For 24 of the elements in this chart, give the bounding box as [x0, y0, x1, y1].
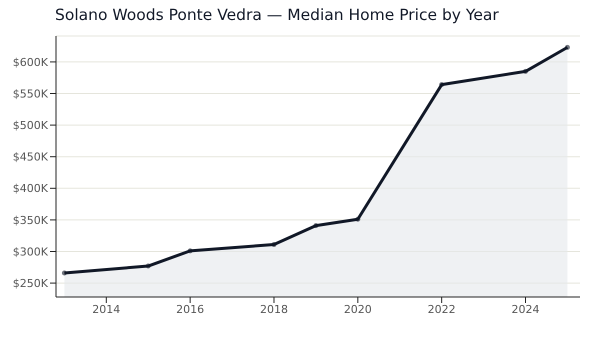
x-tick-label: 2014	[92, 302, 120, 316]
y-tick-label: $550K	[12, 87, 49, 100]
point	[564, 44, 570, 50]
y-tick-label: $450K	[12, 150, 49, 164]
point	[188, 248, 193, 254]
x-tick-label: 2022	[428, 302, 456, 316]
point	[271, 242, 276, 248]
point	[62, 270, 67, 276]
y-tick-label: $500K	[12, 119, 49, 132]
y-tick-label: $250K	[12, 277, 49, 290]
point	[355, 216, 360, 222]
y-tick-label: $400K	[12, 182, 49, 196]
point	[313, 223, 318, 228]
point	[146, 264, 151, 269]
x-tick-label: 2020	[344, 302, 372, 316]
y-tick-label: $300K	[12, 245, 49, 258]
chart-title: Solano Woods Ponte Vedra — Median Home Price by Year	[55, 6, 499, 24]
x-tick-label: 2016	[176, 302, 204, 316]
x-tick-label: 2024	[512, 302, 540, 316]
y-tick-label: $350K	[12, 214, 49, 227]
y-tick-label: $600K	[12, 56, 49, 69]
point	[523, 68, 528, 74]
x-tick-label: 2018	[260, 302, 288, 316]
point	[439, 82, 444, 88]
